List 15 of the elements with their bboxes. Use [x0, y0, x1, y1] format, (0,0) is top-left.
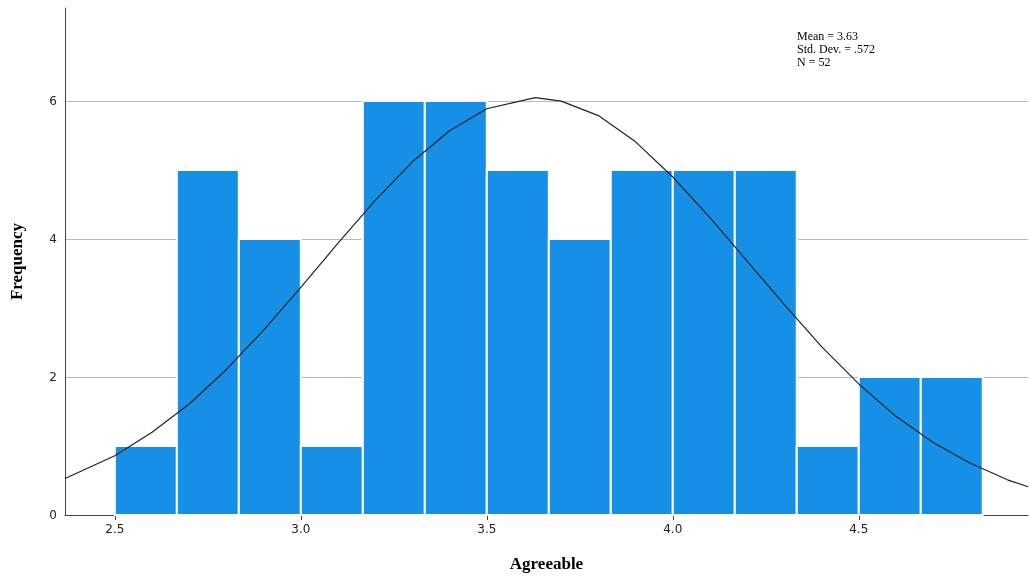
x-tick-label: 3.5 [477, 522, 497, 536]
x-tick-label: 2.5 [105, 522, 125, 536]
annotation: N = 52 [797, 55, 831, 69]
x-tick-label: 4.5 [849, 522, 869, 536]
x-tick-label: 3.0 [291, 522, 311, 536]
y-tick-label: 6 [49, 94, 57, 109]
line-series [64, 97, 1029, 488]
y-axis-title: Frequency [7, 222, 26, 301]
annotation: Mean = 3.63 [797, 29, 859, 43]
y-tick-label: 4 [49, 232, 57, 247]
annotation: Std. Dev. = .572 [797, 42, 875, 56]
x-axis-title: Agreeable [509, 554, 584, 573]
x-tick-label: 4.0 [663, 522, 683, 536]
y-tick-label: 2 [49, 370, 57, 385]
y-tick-label: 0 [49, 508, 57, 522]
